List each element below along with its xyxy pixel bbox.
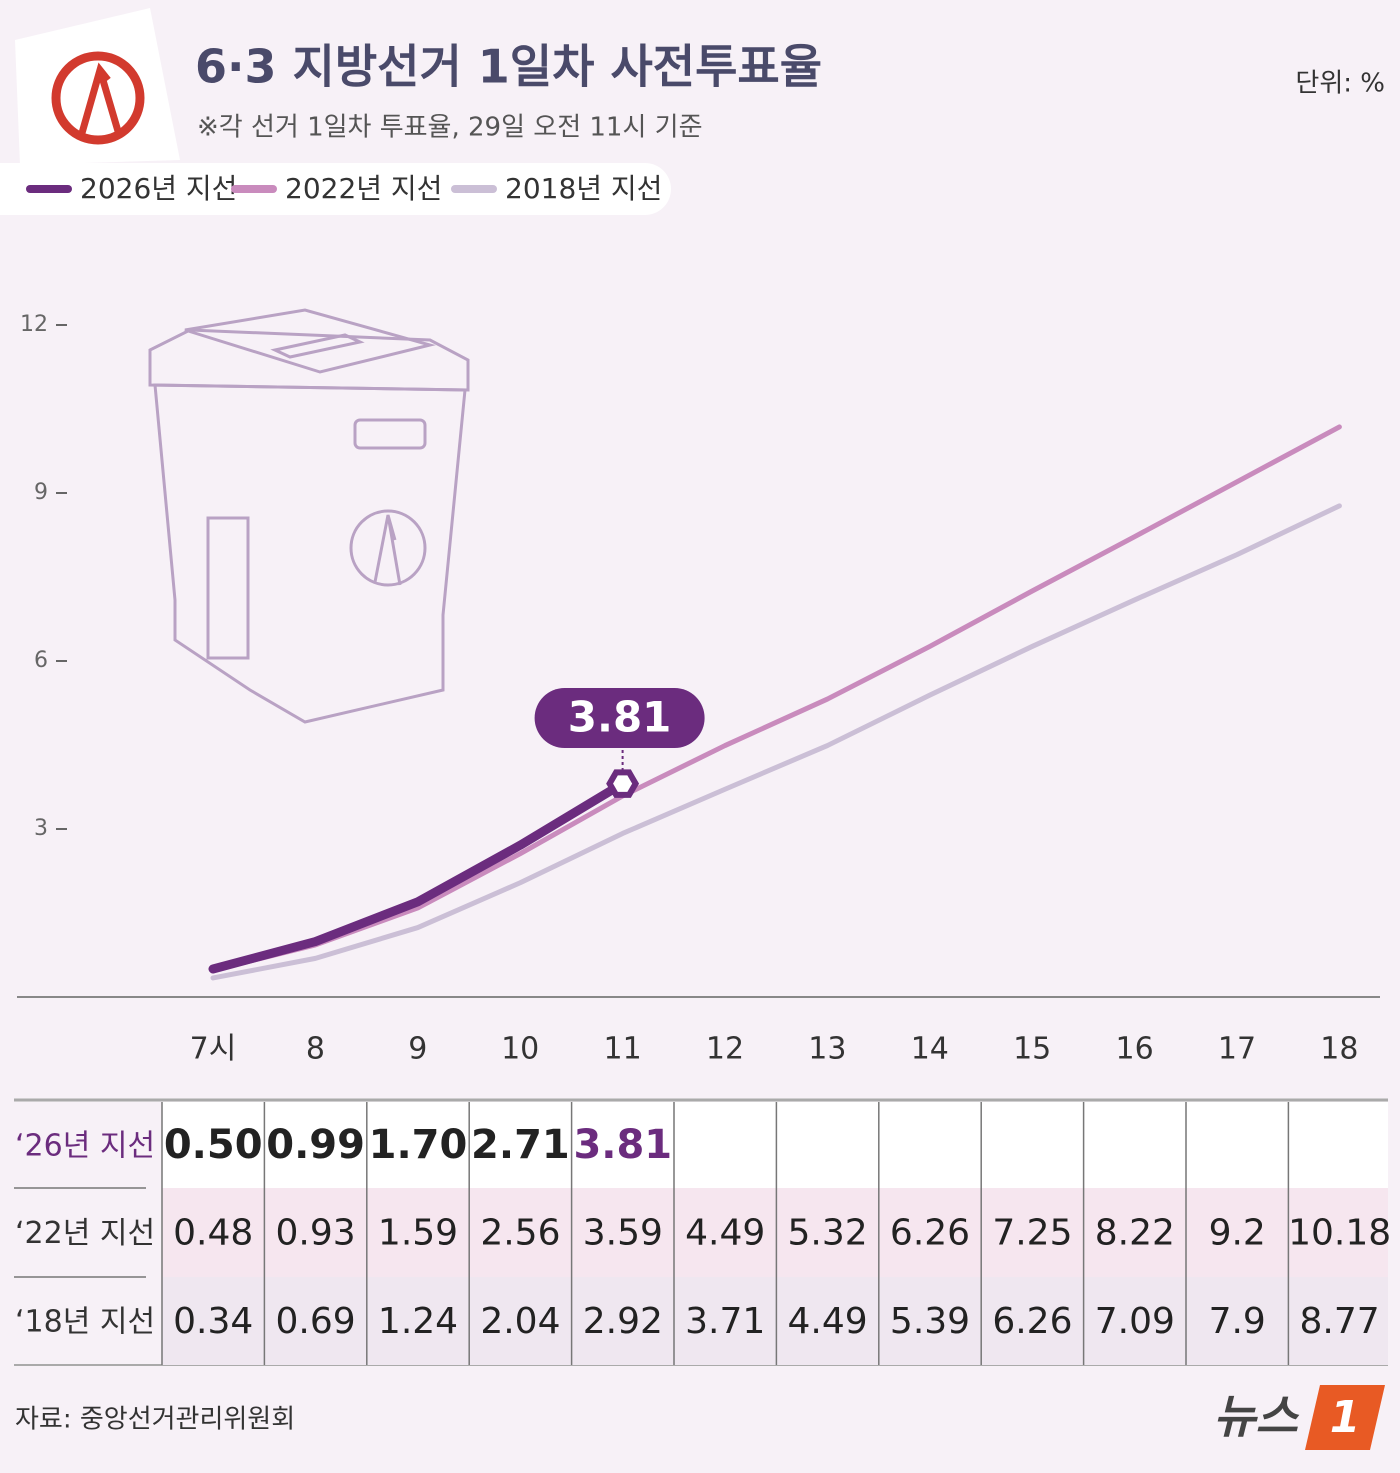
y-tick-label: 6 [34, 648, 48, 673]
x-tick-label: 17 [1218, 1032, 1256, 1067]
table-cell: 1.24 [378, 1301, 458, 1342]
callout-box [534, 688, 705, 748]
legend-label: 2018년 지선 [505, 172, 662, 205]
table-cell: 10.18 [1288, 1213, 1391, 1254]
table-cell: 2.92 [583, 1301, 663, 1342]
x-tick-label: 9 [408, 1032, 427, 1067]
table-cell: 0.69 [276, 1301, 356, 1342]
table-cell: 6.26 [992, 1301, 1072, 1342]
table-cell: 7.9 [1209, 1301, 1266, 1342]
table-cell: 3.81 [573, 1122, 672, 1168]
vote-icon [15, 8, 180, 165]
series-line [208, 779, 628, 974]
row-label: ‘18년 지선 [15, 1305, 155, 1340]
x-tick-label: 10 [501, 1032, 539, 1067]
table-cell: 6.26 [890, 1213, 970, 1254]
legend-label: 2026년 지선 [80, 172, 237, 205]
table-cell: 0.48 [173, 1213, 253, 1254]
y-tick-label: 12 [20, 312, 48, 337]
x-tick-label: 13 [808, 1032, 846, 1067]
table-cell: 1.59 [378, 1213, 458, 1254]
table-cell: 8.77 [1300, 1301, 1380, 1342]
x-tick-label: 18 [1320, 1032, 1358, 1067]
logo-badge [1305, 1385, 1385, 1450]
table-cell: 4.49 [788, 1301, 868, 1342]
x-tick-label: 15 [1013, 1032, 1051, 1067]
x-tick-label: 8 [306, 1032, 325, 1067]
table-cell: 5.39 [890, 1301, 970, 1342]
x-tick-label: 11 [604, 1032, 642, 1067]
source: 자료: 중앙선거관리위원회 [15, 1405, 295, 1435]
table-cell: 0.34 [173, 1301, 253, 1342]
y-tick-label: 3 [34, 816, 48, 841]
y-tick-label: 9 [34, 480, 48, 505]
table-cell: 0.93 [276, 1213, 356, 1254]
table-cell: 1.70 [369, 1122, 468, 1168]
x-tick-label: 12 [706, 1032, 744, 1067]
row-label: ‘22년 지선 [15, 1216, 155, 1251]
subtitle: ※각 선거 1일차 투표율, 29일 오전 11시 기준 [197, 113, 703, 143]
title: 6·3 지방선거 1일차 사전투표율 [195, 40, 822, 94]
table-cell: 9.2 [1209, 1213, 1266, 1254]
callout-label: 3.81 [568, 693, 672, 742]
table-cell: 7.25 [992, 1213, 1072, 1254]
table-cell: 5.32 [788, 1213, 868, 1254]
row-label: ‘26년 지선 [15, 1129, 155, 1164]
series-line [210, 503, 1342, 981]
table-cell: 0.50 [164, 1122, 263, 1168]
table-cell: 2.71 [471, 1122, 570, 1168]
legend-box [0, 163, 671, 215]
series-line [210, 424, 1342, 973]
table-cell: 3.59 [583, 1213, 663, 1254]
legend-label: 2022년 지선 [285, 172, 442, 205]
table-cell: 7.09 [1095, 1301, 1175, 1342]
x-tick-label: 16 [1116, 1032, 1154, 1067]
point-marker [606, 769, 640, 798]
x-tick-label: 14 [911, 1032, 949, 1067]
logo-number: 1 [1330, 1392, 1361, 1443]
table-cell: 8.22 [1095, 1213, 1175, 1254]
unit-label: 단위: % [1295, 69, 1385, 99]
table-cell: 4.49 [685, 1213, 765, 1254]
ballot-box [148, 308, 470, 724]
x-tick-label: 7시 [190, 1032, 237, 1067]
table-cell: 2.56 [480, 1213, 560, 1254]
table-cell: 0.99 [266, 1122, 365, 1168]
table-cell: 2.04 [480, 1301, 560, 1342]
logo-text: 뉴스 [1213, 1390, 1299, 1444]
table-cell: 3.71 [685, 1301, 765, 1342]
